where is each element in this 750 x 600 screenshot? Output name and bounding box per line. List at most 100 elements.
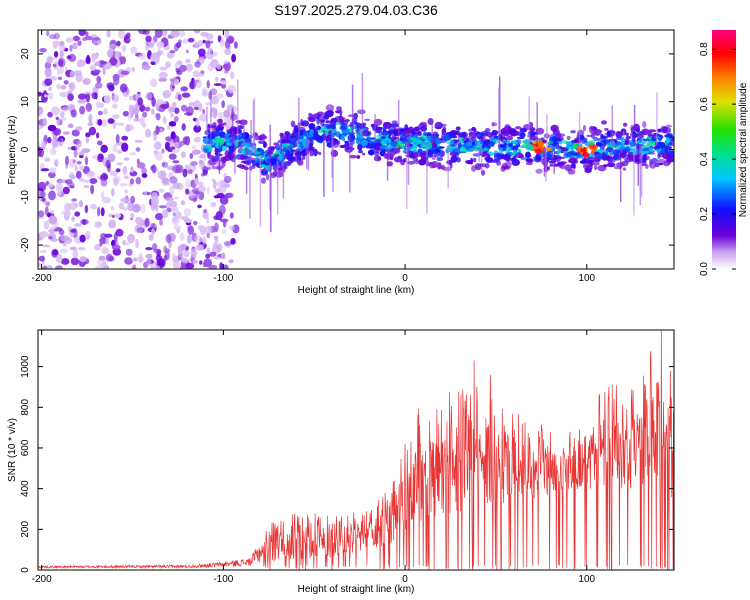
heatmap-cell: [94, 221, 102, 229]
heatmap-cell: [119, 183, 128, 187]
heatmap-cell: [598, 149, 604, 153]
heatmap-cell: [173, 225, 182, 231]
heatmap-cell: [301, 156, 306, 161]
heatmap-cell: [43, 220, 50, 230]
heatmap-cell: [592, 156, 600, 160]
snr-y-ticks: 0 200 400 600 800 1000: [20, 355, 674, 573]
heatmap-cell: [460, 146, 466, 151]
heatmap-cell: [96, 75, 102, 83]
heatmap-cell: [158, 205, 168, 209]
x-tick-label: 0: [402, 273, 408, 284]
heatmap-cell: [211, 166, 218, 170]
heatmap-cell: [199, 260, 203, 265]
heatmap-cell: [49, 167, 57, 174]
heatmap-cell: [46, 56, 54, 65]
heatmap-cell: [140, 203, 146, 214]
heatmap-cell: [139, 105, 146, 112]
heatmap-cell: [40, 191, 46, 198]
heatmap-cell: [625, 135, 632, 140]
heatmap-cell: [535, 168, 543, 174]
heatmap-cell: [101, 247, 109, 255]
heatmap-cell: [313, 113, 321, 119]
heatmap-cell: [393, 130, 402, 137]
heatmap-cell: [38, 91, 43, 97]
heatmap-cell: [53, 60, 59, 71]
heatmap-cell: [214, 188, 221, 194]
heatmap-cell: [481, 152, 490, 158]
heatmap-cell: [397, 155, 403, 159]
heatmap-cell: [64, 202, 71, 212]
heatmap-cell: [115, 134, 120, 144]
heatmap-cell: [365, 146, 372, 149]
heatmap-cell: [162, 161, 169, 168]
heatmap-cell: [79, 151, 85, 155]
heatmap-cell: [519, 127, 528, 133]
heatmap-cell: [474, 163, 482, 171]
heatmap-cell: [340, 134, 345, 141]
heatmap-cell: [197, 40, 204, 47]
heatmap-cell: [340, 123, 348, 130]
heatmap-cell: [601, 120, 607, 125]
heatmap-cell: [69, 70, 76, 78]
heatmap-cell: [240, 148, 245, 152]
heatmap-cell: [129, 152, 137, 156]
heatmap-cell: [38, 142, 42, 147]
heatmap-cell: [626, 139, 630, 144]
heatmap-cell: [144, 217, 150, 227]
heatmap-cell: [48, 236, 53, 240]
heatmap-cell: [341, 118, 345, 124]
heatmap-cell: [75, 144, 80, 151]
heatmap-cell: [150, 52, 159, 63]
heatmap-cell: [538, 141, 544, 148]
y-tick-label: -10: [20, 190, 31, 205]
heatmap-cell: [203, 258, 213, 268]
heatmap-cell: [116, 122, 125, 126]
heatmap-cell: [58, 44, 66, 51]
heatmap-cell: [60, 235, 69, 242]
heatmap-cell: [150, 78, 158, 88]
heatmap-cell: [135, 238, 139, 249]
heatmap-cell: [190, 248, 197, 258]
x-tick-label: -100: [213, 273, 233, 284]
snr-frame: [37, 329, 675, 571]
heatmap-cell: [557, 156, 566, 159]
heatmap-cell: [405, 154, 415, 158]
heatmap-cell: [69, 174, 76, 180]
heatmap-cell: [215, 76, 219, 82]
heatmap-cell: [433, 148, 441, 153]
heatmap-cell: [647, 129, 653, 136]
heatmap-cell: [546, 150, 554, 157]
heatmap-cell: [474, 148, 479, 152]
heatmap-cell: [90, 184, 95, 195]
heatmap-cell: [156, 50, 162, 58]
heatmap-cell: [382, 121, 388, 129]
heatmap-cell: [179, 232, 185, 242]
heatmap-cell: [116, 149, 123, 154]
heatmap-cell: [62, 186, 70, 195]
heatmap-cell: [124, 257, 133, 265]
heatmap-cell: [197, 204, 202, 209]
heatmap-cell: [651, 157, 659, 164]
heatmap-cell: [613, 153, 622, 161]
colorbar-bar: [712, 30, 736, 269]
heatmap-cell: [209, 144, 213, 153]
heatmap-cell: [70, 257, 79, 266]
heatmap-cell: [106, 49, 114, 58]
heatmap-cell: [221, 100, 225, 109]
heatmap-cell: [300, 119, 304, 124]
heatmap-cell: [320, 126, 327, 131]
heatmap-cell: [145, 45, 150, 51]
heatmap-cell: [309, 152, 314, 157]
heatmap-cell: [160, 103, 170, 109]
heatmap-cell: [172, 212, 176, 217]
heatmap-cell: [54, 265, 63, 269]
heatmap-cell: [185, 59, 191, 63]
heatmap-cell: [135, 147, 141, 152]
heatmap-cell: [40, 250, 47, 253]
heatmap-cell: [219, 195, 229, 205]
heatmap-cell: [185, 178, 193, 188]
heatmap-cell: [316, 117, 320, 125]
heatmap-cell: [221, 228, 227, 235]
heatmap-cell: [95, 82, 103, 89]
heatmap-cell: [197, 181, 204, 187]
